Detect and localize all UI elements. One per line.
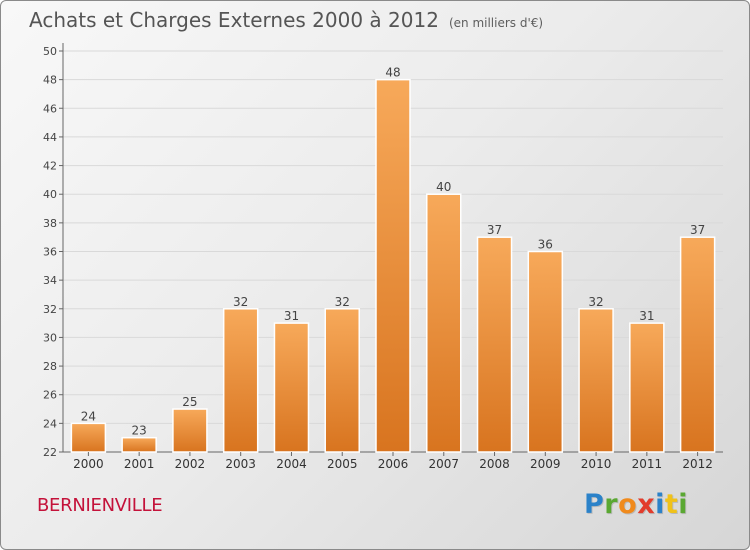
y-tick-label: 36 (43, 246, 57, 259)
x-tick-label: 2009 (530, 457, 561, 471)
bar (476, 236, 513, 453)
logo-letter: i (678, 489, 689, 520)
y-tick-label: 38 (43, 217, 57, 230)
x-tick-label: 2006 (378, 457, 409, 471)
logo-letter: o (618, 489, 638, 520)
chart-title: Achats et Charges Externes 2000 à 2012 (e… (29, 8, 543, 32)
bar (273, 322, 310, 453)
x-tick-label: 2010 (581, 457, 612, 471)
chart-subtitle: (en milliers d'€) (448, 16, 544, 30)
y-tick-labels: 22 24 26 28 30 32 34 36 38 40 42 44 46 48 50 (43, 45, 63, 459)
x-tick-label: 2003 (225, 457, 256, 471)
town-name: BERNIENVILLE (37, 495, 163, 516)
y-tick-label: 28 (43, 360, 57, 373)
value-label: 37 (690, 223, 705, 237)
y-tick-label: 34 (43, 274, 57, 287)
value-label: 36 (538, 238, 553, 252)
y-tick-label: 26 (43, 389, 57, 402)
value-labels: 24 23 25 32 31 32 48 40 37 36 32 31 37 (81, 66, 706, 438)
x-tick-labels: 2000 2001 2002 2003 2004 2005 2006 2007 2008 2009… (73, 452, 713, 471)
bars (70, 78, 716, 453)
y-tick-label: 30 (43, 331, 57, 344)
y-tick-label: 24 (43, 417, 57, 430)
value-label: 32 (233, 295, 248, 309)
y-tick-label: 22 (43, 446, 57, 459)
value-label: 48 (385, 66, 400, 80)
value-label: 40 (436, 180, 451, 194)
value-label: 23 (132, 424, 147, 438)
bar (629, 322, 665, 453)
value-label: 37 (487, 223, 502, 237)
proxiti-logo: Proxiti (584, 489, 688, 520)
y-tick-label: 44 (43, 131, 57, 144)
y-tick-label: 50 (43, 45, 57, 58)
y-tick-label: 32 (43, 303, 57, 316)
x-tick-label: 2001 (124, 457, 155, 471)
x-tick-label: 2007 (428, 457, 459, 471)
x-tick-label: 2011 (632, 457, 663, 471)
logo-letter: x (637, 489, 656, 520)
bar (679, 236, 716, 453)
y-tick-label: 48 (43, 74, 57, 87)
bar (222, 308, 259, 453)
y-tick-label: 40 (43, 188, 57, 201)
y-tick-label: 42 (43, 160, 57, 173)
x-tick-label: 2004 (276, 457, 307, 471)
x-tick-label: 2002 (175, 457, 206, 471)
bar (375, 78, 411, 453)
value-label: 24 (81, 409, 96, 423)
x-tick-label: 2012 (682, 457, 713, 471)
bar (121, 436, 157, 453)
bar (578, 308, 614, 453)
bar (324, 308, 360, 453)
bar (70, 422, 107, 453)
value-label: 32 (588, 295, 603, 309)
value-label: 31 (284, 309, 299, 323)
chart-title-text: Achats et Charges Externes 2000 à 2012 (29, 8, 439, 32)
value-label: 25 (182, 395, 197, 409)
logo-letter: i (655, 489, 665, 520)
x-tick-label: 2000 (73, 457, 104, 471)
logo-letter: r (604, 489, 619, 520)
value-label: 32 (335, 295, 350, 309)
x-tick-label: 2005 (327, 457, 358, 471)
bar (426, 193, 462, 453)
logo-letter: P (584, 489, 605, 520)
bar (172, 408, 208, 453)
bar (527, 250, 564, 453)
value-label: 31 (639, 309, 654, 323)
logo-letter: t (664, 489, 679, 520)
y-tick-label: 46 (43, 102, 57, 115)
x-tick-label: 2008 (479, 457, 510, 471)
